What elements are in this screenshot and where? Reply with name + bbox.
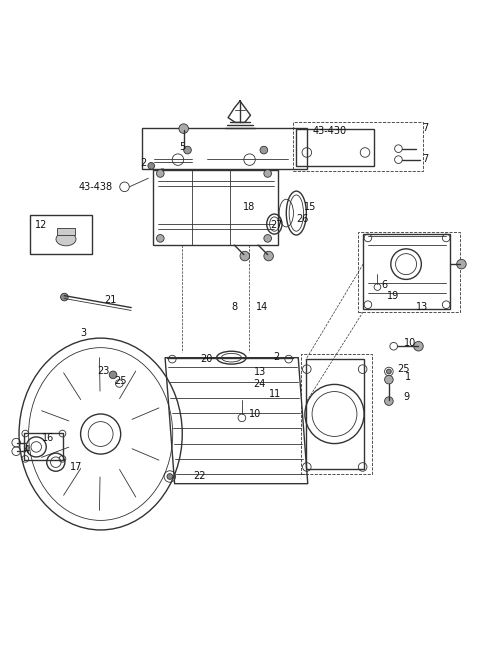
Text: 1: 1 bbox=[405, 372, 411, 382]
Bar bbox=[24, 432, 63, 460]
Text: 8: 8 bbox=[231, 302, 237, 312]
Text: 20: 20 bbox=[200, 354, 212, 364]
Bar bbox=[301, 354, 372, 474]
Bar bbox=[142, 128, 307, 169]
Circle shape bbox=[456, 259, 466, 269]
Text: 10: 10 bbox=[249, 409, 261, 419]
Text: 18: 18 bbox=[243, 202, 255, 212]
Text: 13: 13 bbox=[254, 366, 266, 376]
Text: 43-430: 43-430 bbox=[313, 127, 347, 137]
Text: 25: 25 bbox=[397, 364, 410, 374]
Bar bbox=[57, 228, 75, 236]
Circle shape bbox=[264, 251, 274, 261]
Circle shape bbox=[156, 170, 164, 178]
Bar bbox=[30, 215, 92, 253]
Text: 17: 17 bbox=[70, 462, 82, 472]
Text: 12: 12 bbox=[35, 220, 47, 230]
Circle shape bbox=[264, 234, 272, 242]
Circle shape bbox=[240, 251, 250, 261]
Bar bbox=[296, 129, 373, 166]
Circle shape bbox=[184, 147, 192, 154]
Circle shape bbox=[60, 293, 68, 301]
Circle shape bbox=[156, 234, 164, 242]
Circle shape bbox=[179, 124, 189, 133]
Bar bbox=[153, 170, 278, 245]
Circle shape bbox=[260, 147, 268, 154]
Text: 21: 21 bbox=[105, 295, 117, 305]
Text: 9: 9 bbox=[404, 392, 410, 403]
Text: 23: 23 bbox=[97, 366, 110, 376]
Text: 22: 22 bbox=[194, 471, 206, 481]
Text: 6: 6 bbox=[381, 280, 387, 290]
Text: 3: 3 bbox=[81, 328, 87, 338]
Bar bbox=[359, 232, 459, 312]
Ellipse shape bbox=[56, 232, 76, 246]
Text: 24: 24 bbox=[253, 379, 266, 389]
Text: 7: 7 bbox=[422, 123, 429, 133]
Text: 11: 11 bbox=[269, 389, 281, 399]
Bar bbox=[293, 122, 423, 171]
Text: 25: 25 bbox=[114, 376, 127, 385]
Circle shape bbox=[386, 369, 391, 374]
Circle shape bbox=[167, 474, 173, 479]
Circle shape bbox=[384, 397, 393, 405]
Text: 4: 4 bbox=[24, 445, 29, 455]
Text: 14: 14 bbox=[256, 302, 268, 312]
Circle shape bbox=[148, 162, 155, 169]
Text: 10: 10 bbox=[404, 338, 416, 348]
Text: 2: 2 bbox=[140, 158, 146, 168]
Text: 27: 27 bbox=[270, 220, 283, 230]
Bar bbox=[363, 234, 450, 310]
Text: 15: 15 bbox=[303, 202, 316, 212]
Circle shape bbox=[384, 376, 393, 384]
Bar bbox=[306, 358, 364, 469]
Text: 19: 19 bbox=[387, 291, 399, 301]
Text: 7: 7 bbox=[422, 154, 429, 164]
Circle shape bbox=[414, 341, 423, 351]
Text: 26: 26 bbox=[296, 214, 309, 224]
Circle shape bbox=[264, 170, 272, 178]
Text: 2: 2 bbox=[274, 352, 280, 362]
Circle shape bbox=[109, 371, 117, 379]
Text: 43-438: 43-438 bbox=[79, 182, 113, 192]
Text: 5: 5 bbox=[180, 142, 186, 152]
Text: 13: 13 bbox=[416, 302, 428, 312]
Text: 16: 16 bbox=[42, 434, 55, 444]
